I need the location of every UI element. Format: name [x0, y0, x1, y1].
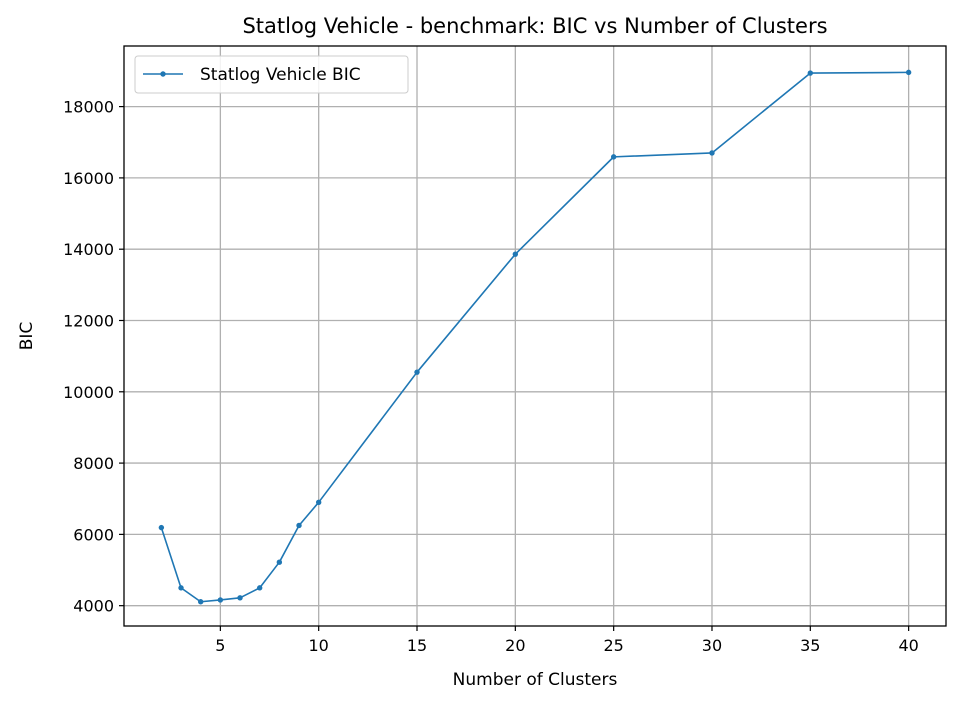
chart-title: Statlog Vehicle - benchmark: BIC vs Numb…	[242, 14, 827, 38]
series-layer	[158, 69, 912, 605]
y-tick-label: 14000	[63, 240, 114, 259]
data-point	[512, 251, 519, 257]
data-point	[237, 595, 243, 601]
grid	[124, 46, 946, 626]
data-point	[276, 559, 283, 565]
data-point	[256, 585, 263, 591]
legend-box	[134, 55, 409, 94]
y-tick-label: 12000	[63, 311, 114, 330]
y-tick-label: 4000	[73, 597, 114, 616]
data-point	[610, 154, 617, 160]
legend: Statlog Vehicle BIC	[134, 55, 409, 94]
x-tick-label: 5	[215, 636, 225, 655]
data-point	[158, 524, 165, 531]
y-tick-label: 18000	[63, 98, 114, 117]
x-tick-label: 20	[505, 636, 525, 655]
y-axis-label: BIC	[17, 322, 37, 351]
x-tick-label: 10	[309, 636, 329, 655]
x-tick-label: 40	[898, 636, 918, 655]
y-tick-label: 8000	[73, 454, 114, 473]
x-tick-label: 35	[800, 636, 820, 655]
legend-label: Statlog Vehicle BIC	[200, 65, 361, 85]
data-point	[197, 599, 204, 605]
data-point	[296, 522, 302, 529]
legend-marker-sample	[160, 71, 166, 77]
data-point	[709, 150, 715, 156]
data-point	[315, 499, 322, 505]
y-tick-label: 6000	[73, 525, 114, 544]
ticks: 5 10 15 20 25 30 35 40 4000 6000 8000 10000 12000 140…	[63, 98, 919, 655]
y-tick-label: 10000	[63, 383, 114, 402]
y-tick-label: 16000	[63, 169, 114, 188]
data-point	[414, 369, 420, 375]
x-tick-label: 25	[603, 636, 623, 655]
x-axis-label: Number of Clusters	[453, 670, 618, 690]
data-point	[217, 597, 224, 603]
x-tick-label: 15	[407, 636, 427, 655]
plot-frame	[123, 45, 947, 627]
data-point	[905, 69, 912, 76]
x-tick-label: 30	[702, 636, 722, 655]
data-point	[807, 70, 814, 76]
data-point	[178, 585, 184, 591]
